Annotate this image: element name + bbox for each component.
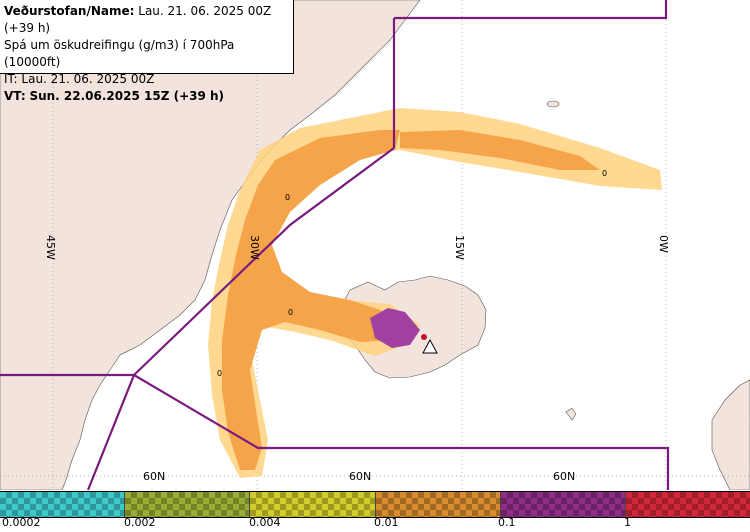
ash-high-concentration — [370, 308, 420, 348]
lon-label-45w: 45W — [44, 235, 57, 260]
legend-tick: 0.1 — [498, 516, 516, 529]
jan-mayen-island — [546, 100, 560, 108]
valid-time-label: VT: — [4, 89, 26, 103]
legend-tick: 0.002 — [124, 516, 156, 529]
concentration-legend — [0, 491, 750, 518]
legend-swatch — [375, 492, 501, 517]
legend-swatch — [500, 492, 626, 517]
legend-tick-labels: 0.0002 0.002 0.004 0.01 0.1 1 — [0, 516, 750, 532]
lat-label-60n-3: 60N — [553, 470, 575, 483]
lon-label-15w: 15W — [453, 235, 466, 260]
contour-label: 0 — [217, 369, 222, 378]
lon-label-30w: 30W — [248, 235, 261, 260]
legend-tick: 0.004 — [249, 516, 281, 529]
norway-coast — [711, 379, 750, 490]
info-line-title: Spá um öskudreifingu (g/m3) í 700hPa (10… — [4, 38, 235, 69]
ash-plume — [208, 108, 662, 478]
contour-label: 0 — [285, 193, 290, 202]
advisory-boundary — [0, 0, 670, 490]
greenland-landmass — [0, 0, 421, 490]
legend-swatch — [250, 492, 376, 517]
forecast-info-box: Veðurstofan/Name: Lau. 21. 06. 2025 00Z … — [0, 0, 294, 103]
legend-tick: 0.01 — [374, 516, 399, 529]
contour-label: 0 — [288, 308, 293, 317]
ash-dispersion-map: 45W 30W 15W 0W 60N 60N 60N 0 0 0 0 — [0, 0, 750, 490]
name-value: Lau. 21. 06. 2025 00Z (+39 h) — [4, 4, 272, 35]
volcano-triangle-icon — [421, 334, 438, 354]
legend-tick: 0.0002 — [2, 516, 41, 529]
name-label: Veðurstofan/Name: — [4, 4, 135, 18]
lat-label-60n-1: 60N — [143, 470, 165, 483]
lon-label-0w: 0W — [657, 235, 670, 253]
legend-swatch — [625, 492, 750, 517]
faroe-islands — [565, 407, 577, 421]
lat-label-60n-2: 60N — [349, 470, 371, 483]
info-line-name: Veðurstofan/Name: Lau. 21. 06. 2025 00Z … — [4, 3, 289, 37]
legend-tick: 1 — [624, 516, 631, 529]
info-line-valid-time: VT: Sun. 22.06.2025 15Z (+39 h) — [4, 88, 289, 105]
legend-swatch — [0, 492, 126, 517]
info-line-issue-time: IT: Lau. 21. 06. 2025 00Z — [4, 72, 155, 86]
contour-label: 0 — [602, 169, 607, 178]
valid-time-value: Sun. 22.06.2025 15Z (+39 h) — [29, 89, 225, 103]
legend-swatch — [125, 492, 251, 517]
